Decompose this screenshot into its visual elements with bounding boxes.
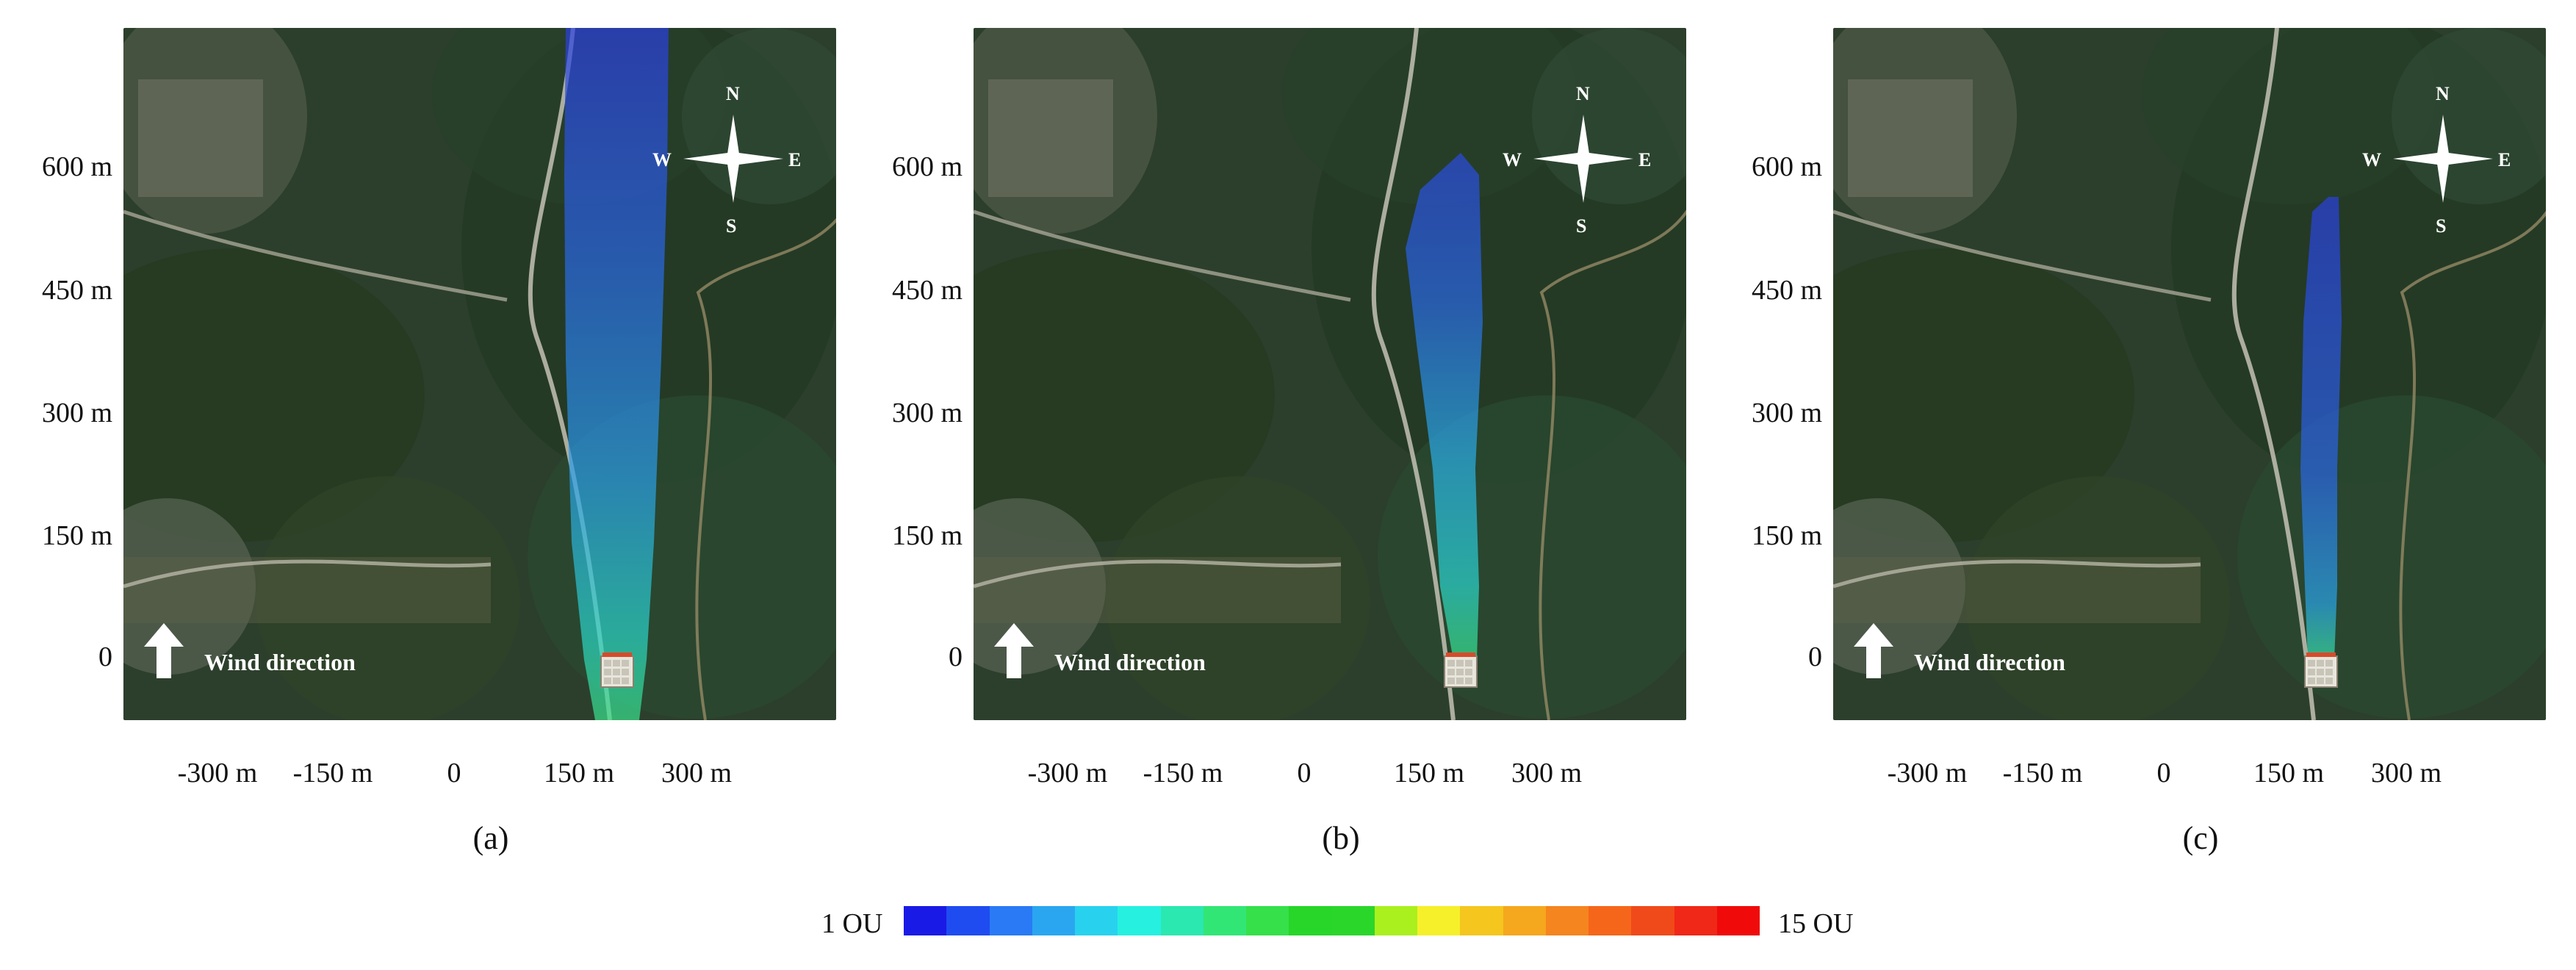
compass-rose-icon — [1533, 115, 1633, 203]
colorbar-swatch — [904, 906, 947, 935]
colorbar-swatch — [1203, 906, 1246, 935]
x-tick-label: 0 — [2156, 758, 2171, 788]
compass-s-label: S — [1576, 215, 1587, 237]
x-tick-label: 150 m — [1393, 758, 1465, 788]
x-tick-label: 150 m — [2253, 758, 2325, 788]
y-tick-label: 0 — [1808, 642, 1822, 672]
y-tick-label: 300 m — [41, 398, 112, 428]
legend-min-label: 1 OU — [821, 908, 883, 939]
x-tick-label: 300 m — [1511, 758, 1583, 788]
colorbar-swatch — [1118, 906, 1161, 935]
satellite-map — [123, 28, 836, 720]
compass-e-label: E — [1638, 149, 1652, 170]
x-tick-label: 300 m — [661, 758, 733, 788]
map-panel-a: 600 m 450 m 300 m 150 m 0 N S W E Wind direction -… — [0, 0, 852, 882]
odor-plume — [1406, 153, 1483, 660]
panel-label: (a) — [472, 820, 509, 856]
y-tick-label: 150 m — [41, 520, 112, 551]
compass-e-label: E — [788, 149, 802, 170]
colorbar-swatch — [1631, 906, 1674, 935]
x-tick-label: -300 m — [1887, 758, 1968, 788]
satellite-map-image — [1833, 28, 2546, 720]
x-tick-label: -150 m — [292, 758, 373, 788]
y-tick-label: 600 m — [891, 151, 963, 182]
map-panel-b: 600 m 450 m 300 m 150 m 0 N S W E Wind direction -… — [852, 0, 1705, 882]
x-tick-label: 300 m — [2370, 758, 2442, 788]
satellite-map-image — [974, 28, 1686, 720]
colorbar-swatch — [1503, 906, 1546, 935]
colorbar-swatch — [1331, 906, 1375, 935]
x-tick-label: -300 m — [1027, 758, 1108, 788]
compass-w-label: W — [652, 149, 672, 170]
compass-rose-icon — [2393, 115, 2493, 203]
colorbar-swatch — [1246, 906, 1289, 935]
y-tick-label: 150 m — [1751, 520, 1822, 551]
compass-n-label: N — [1576, 83, 1590, 104]
colorbar-swatch — [1160, 906, 1204, 935]
wind-arrow-icon — [994, 623, 1034, 678]
wind-arrow-icon — [1854, 623, 1893, 678]
compass-e-label: E — [2498, 149, 2511, 170]
satellite-map — [1833, 28, 2546, 720]
wind-direction-label: Wind direction — [1054, 649, 1206, 675]
colorbar-swatch — [1417, 906, 1461, 935]
compass-n-label: N — [2436, 83, 2450, 104]
odor-plume — [2300, 197, 2342, 660]
satellite-map — [974, 28, 1686, 720]
compass-w-label: W — [2362, 149, 2381, 170]
compass-n-label: N — [726, 83, 740, 104]
satellite-map-image — [123, 28, 836, 720]
wind-arrow-icon — [144, 623, 184, 678]
compass-rose-icon — [683, 115, 783, 203]
wind-direction-label: Wind direction — [1914, 649, 2065, 675]
y-tick-label: 600 m — [1751, 151, 1822, 182]
map-panel-c: 600 m 450 m 300 m 150 m 0 N S W E Wind direction -… — [1712, 0, 2564, 882]
y-tick-label: 600 m — [41, 151, 112, 182]
x-tick-label: -150 m — [2002, 758, 2083, 788]
x-tick-label: 0 — [1297, 758, 1312, 788]
y-tick-label: 150 m — [891, 520, 963, 551]
y-tick-label: 450 m — [891, 275, 963, 306]
compass-s-label: S — [2436, 215, 2447, 237]
compass-s-label: S — [726, 215, 737, 237]
x-tick-label: -300 m — [177, 758, 258, 788]
colorbar-swatch — [1075, 906, 1118, 935]
colorbar-swatch — [1460, 906, 1503, 935]
y-tick-label: 0 — [98, 642, 112, 672]
colorbar-swatch — [1545, 906, 1589, 935]
colorbar-swatch — [1674, 906, 1717, 935]
x-tick-label: -150 m — [1143, 758, 1223, 788]
panel-label: (c) — [2182, 820, 2219, 856]
colorbar-swatch — [1374, 906, 1417, 935]
colorbar-swatch — [989, 906, 1032, 935]
y-tick-label: 0 — [949, 642, 963, 672]
compass-w-label: W — [1503, 149, 1522, 170]
colorbar-swatch — [1589, 906, 1632, 935]
wind-direction-label: Wind direction — [204, 649, 356, 675]
x-tick-label: 150 m — [543, 758, 615, 788]
colorbar-swatch — [1716, 906, 1760, 935]
colorbar-swatch — [946, 906, 990, 935]
colorbar — [904, 906, 1760, 935]
colorbar-swatch — [1032, 906, 1075, 935]
odor-plume — [564, 28, 669, 720]
x-tick-label: 0 — [447, 758, 461, 788]
colorbar-swatch — [1289, 906, 1332, 935]
y-tick-label: 450 m — [1751, 275, 1822, 306]
y-tick-label: 450 m — [41, 275, 112, 306]
panel-label: (b) — [1322, 820, 1360, 856]
legend-max-label: 15 OU — [1778, 908, 1854, 939]
y-tick-label: 300 m — [891, 398, 963, 428]
y-tick-label: 300 m — [1751, 398, 1822, 428]
